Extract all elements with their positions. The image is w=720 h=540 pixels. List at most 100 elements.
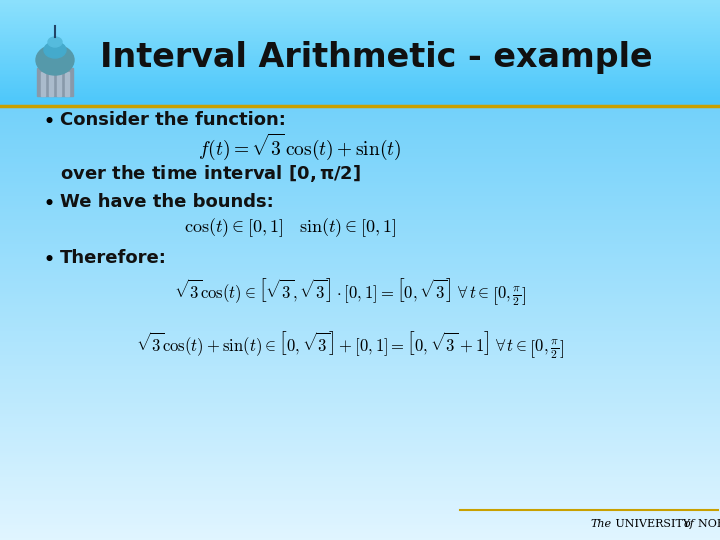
Bar (0, 351, 720, 353)
Bar (0, 212, 720, 214)
Bar (0, 411, 720, 414)
Bar (0, 325, 720, 327)
Ellipse shape (36, 45, 74, 75)
Bar (0, 183, 720, 185)
Bar (0, 375, 720, 377)
Bar (0, 505, 720, 508)
Bar (0, 120, 720, 123)
Bar (0, 472, 720, 475)
Bar (0, 279, 720, 281)
Bar (0, 210, 720, 212)
Bar (0, 109, 720, 112)
Bar (0, 57, 720, 58)
Bar (0, 479, 720, 481)
Bar (0, 25, 720, 26)
Bar (0, 307, 720, 309)
Bar (0, 76, 720, 77)
Bar (0, 329, 720, 331)
Bar (0, 231, 720, 233)
Bar (0, 127, 720, 129)
Bar (0, 62, 720, 63)
Text: $\bullet$: $\bullet$ (42, 248, 53, 268)
Bar (0, 392, 720, 394)
Bar (0, 159, 720, 161)
Text: $f(t) = \sqrt{3}\,\cos(t) + \sin(t)$: $f(t) = \sqrt{3}\,\cos(t) + \sin(t)$ (198, 132, 402, 162)
Bar (0, 490, 720, 492)
Bar (0, 379, 720, 381)
Bar (0, 161, 720, 164)
Bar (0, 338, 720, 340)
Bar (0, 268, 720, 271)
Bar (0, 485, 720, 488)
Bar (0, 266, 720, 268)
Bar (0, 360, 720, 362)
Bar (0, 449, 720, 451)
Bar (0, 401, 720, 403)
Bar (0, 327, 720, 329)
Bar (0, 8, 720, 9)
Bar (0, 40, 720, 42)
Bar (0, 292, 720, 294)
Bar (0, 77, 720, 79)
Bar (0, 444, 720, 447)
Bar (0, 303, 720, 305)
Bar (0, 71, 720, 72)
Bar (0, 377, 720, 379)
Bar (0, 407, 720, 409)
Bar (0, 483, 720, 485)
Text: $\bullet$: $\bullet$ (42, 192, 53, 212)
Bar (0, 496, 720, 498)
Bar (0, 168, 720, 170)
Bar (0, 94, 720, 96)
Text: UNIVERSITY: UNIVERSITY (612, 519, 694, 529)
Bar (0, 470, 720, 472)
Bar (0, 203, 720, 205)
Bar (0, 66, 720, 67)
Bar (0, 414, 720, 416)
Ellipse shape (48, 37, 62, 47)
Bar (0, 386, 720, 388)
Bar (0, 83, 720, 84)
Bar (0, 284, 720, 286)
Bar (0, 525, 720, 527)
Bar (0, 85, 720, 86)
Bar (0, 218, 720, 220)
Bar (0, 153, 720, 155)
Bar (0, 255, 720, 257)
Bar (0, 4, 720, 5)
Bar (0, 501, 720, 503)
Bar (0, 273, 720, 275)
Bar (0, 481, 720, 483)
Bar (0, 88, 720, 89)
Bar (0, 177, 720, 179)
Bar (0, 201, 720, 203)
Bar (0, 220, 720, 222)
Bar (0, 197, 720, 199)
Bar (0, 294, 720, 296)
Bar (0, 104, 720, 105)
Bar (0, 64, 720, 66)
Bar (0, 529, 720, 531)
Bar (0, 30, 720, 31)
Bar (0, 288, 720, 290)
Bar (0, 370, 720, 373)
Bar (0, 399, 720, 401)
Bar (0, 242, 720, 244)
Bar (0, 503, 720, 505)
Bar (0, 531, 720, 534)
Bar (0, 207, 720, 210)
Bar (0, 521, 720, 523)
Bar (0, 216, 720, 218)
Bar (0, 388, 720, 390)
Bar (0, 100, 720, 101)
Text: The: The (590, 519, 611, 529)
Bar (0, 97, 720, 98)
Bar (0, 91, 720, 92)
Bar (0, 39, 720, 40)
Bar (0, 19, 720, 21)
Bar (0, 59, 720, 60)
Bar (0, 464, 720, 466)
Bar (0, 340, 720, 342)
Bar (0, 364, 720, 366)
Bar (0, 24, 720, 25)
